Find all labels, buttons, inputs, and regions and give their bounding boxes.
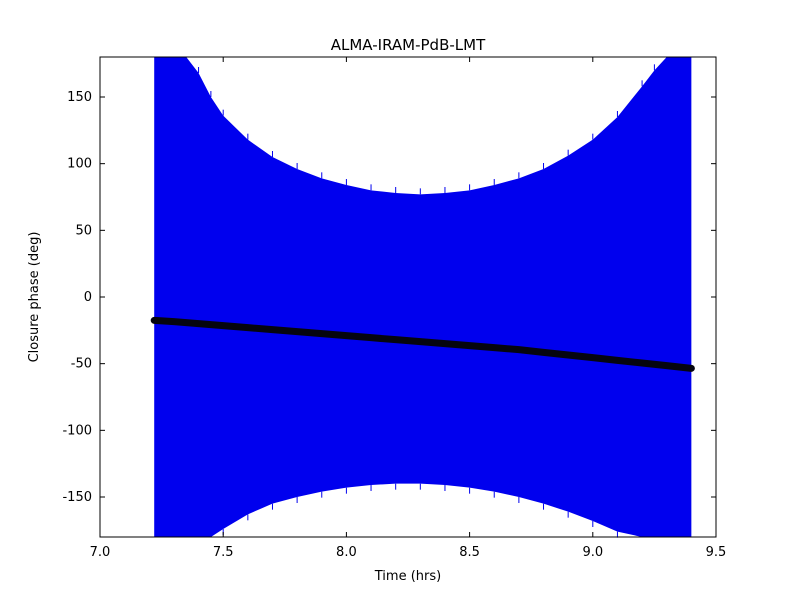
axes-frame xyxy=(99,56,717,538)
y-tick-label: 0 xyxy=(84,290,92,305)
y-tick-label: -50 xyxy=(71,357,92,372)
x-tick-label: 7.0 xyxy=(90,545,111,560)
y-tick-label: -100 xyxy=(62,423,92,438)
y-axis-label: Closure phase (deg) xyxy=(27,232,42,363)
y-tick-label: -150 xyxy=(62,490,92,505)
plot-content: 7.0 7.5 8.0 8.5 9.0 9.5 -150 -100 -50 0 50 100 150 xyxy=(62,57,726,560)
y-tick-label: 150 xyxy=(67,90,92,105)
chart-title: ALMA-IRAM-PdB-LMT xyxy=(331,36,486,54)
x-axis-label: Time (hrs) xyxy=(374,569,441,584)
y-tick-label: 50 xyxy=(75,223,92,238)
y-tick-label: 100 xyxy=(67,157,92,172)
x-tick-label: 8.0 xyxy=(336,545,357,560)
x-tick-label: 8.5 xyxy=(459,545,480,560)
x-tick-label: 7.5 xyxy=(213,545,234,560)
x-tick-label: 9.5 xyxy=(706,545,727,560)
noisy-closure-phase-scatter-band xyxy=(154,57,692,537)
model-closure-phase-curve xyxy=(150,316,695,372)
x-tick-label: 9.0 xyxy=(582,545,603,560)
